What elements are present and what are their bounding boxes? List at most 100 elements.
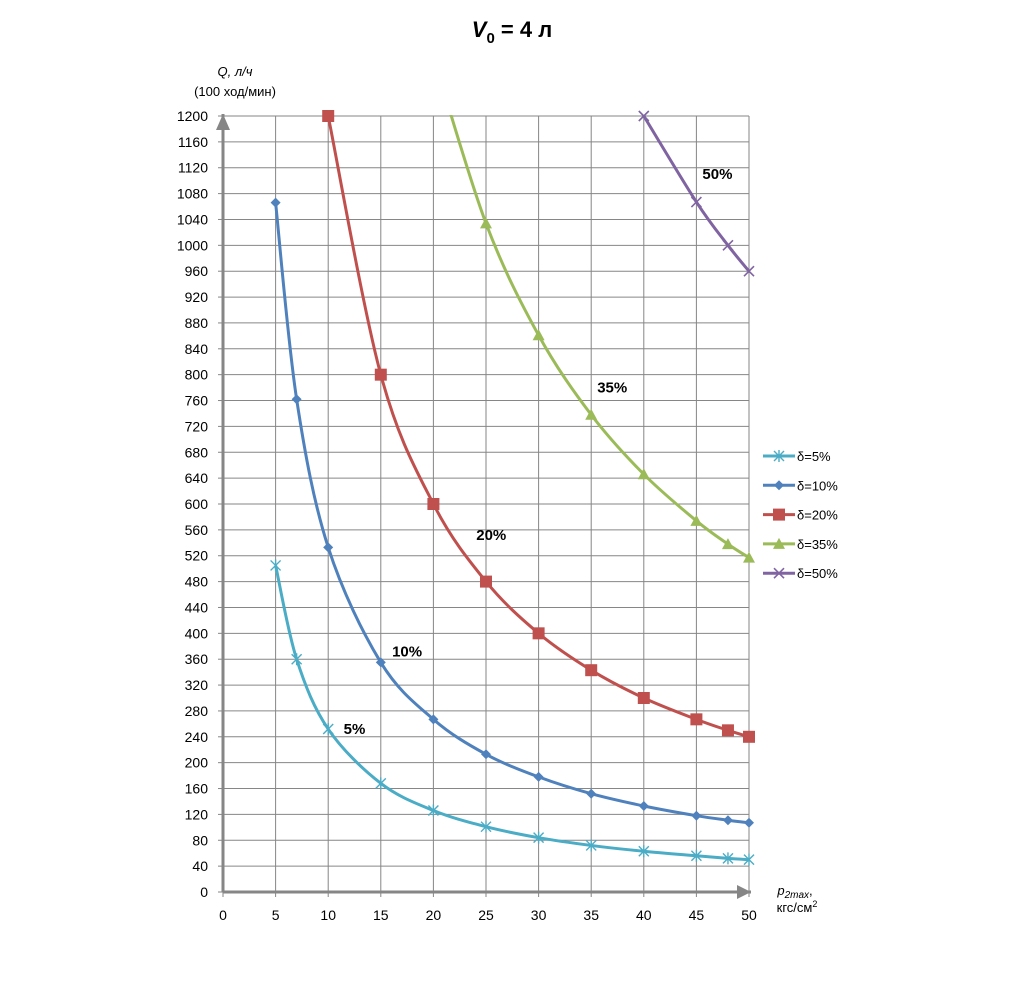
x-axis-unit-superscript: 2 [812, 899, 817, 909]
data-point [323, 542, 334, 553]
data-point [270, 197, 281, 208]
x-axis-unit: кгс/см2 [777, 899, 818, 915]
data-point [532, 627, 545, 640]
title-subscript: 0 [486, 30, 494, 47]
legend-marker [773, 537, 785, 549]
data-point [427, 804, 439, 817]
y-tick-label: 160 [185, 781, 209, 797]
data-point [722, 815, 733, 826]
data-point [322, 723, 334, 736]
y-axis-label-line2: (100 ход/мин) [194, 84, 276, 99]
y-tick-label: 1080 [177, 186, 208, 202]
data-point [690, 713, 703, 726]
legend-item: δ=50% [763, 566, 838, 581]
y-tick-label: 1120 [178, 160, 208, 176]
y-tick-label: 120 [185, 806, 209, 822]
x-tick-label: 10 [320, 907, 336, 923]
x-tick-label: 0 [219, 907, 227, 923]
x-axis-unit-text: кгс/см [777, 900, 813, 915]
data-point [743, 265, 755, 277]
data-point [638, 800, 649, 811]
data-point [291, 653, 303, 666]
x-axis-label-suffix: , [809, 883, 813, 898]
legend: δ=5% δ=10% δ=20% δ=35% δ=50% [763, 449, 838, 581]
y-tick-label: 80 [192, 832, 208, 848]
y-tick-label: 520 [185, 548, 209, 564]
series-annotation: 20% [476, 527, 506, 544]
data-point [721, 724, 734, 737]
x-tick-label: 25 [478, 907, 494, 923]
y-tick-label: 240 [185, 729, 209, 745]
legend-marker [773, 567, 785, 579]
y-tick-label: 400 [185, 625, 209, 641]
y-tick-label: 0 [200, 884, 208, 900]
y-axis-label-text: Q, л/ч [217, 64, 252, 79]
data-point [533, 771, 544, 782]
x-tick-label: 50 [741, 907, 757, 923]
y-tick-label: 720 [185, 418, 209, 434]
x-tick-label: 40 [636, 907, 652, 923]
y-tick-label: 680 [185, 444, 209, 460]
data-point [585, 408, 598, 420]
y-tick-label: 280 [185, 703, 209, 719]
x-axis-label-subscript: 2max [784, 890, 810, 901]
data-point [375, 657, 386, 668]
y-tick-label: 200 [185, 755, 209, 771]
y-tick-label: 1160 [178, 134, 208, 150]
data-point [690, 849, 702, 862]
y-tick-label: 800 [185, 367, 209, 383]
y-tick-label: 440 [185, 599, 209, 615]
x-tick-label: 35 [583, 907, 599, 923]
y-tick-label: 1000 [177, 237, 208, 253]
series-annotation: 50% [702, 166, 732, 183]
data-point [744, 817, 754, 828]
x-tick-label: 20 [426, 907, 442, 923]
x-tick-label: 30 [531, 907, 547, 923]
data-point [743, 551, 755, 563]
data-point [532, 329, 545, 341]
data-point [637, 692, 650, 704]
legend-label: δ=10% [797, 478, 838, 493]
y-tick-label: 640 [185, 470, 209, 486]
series-annotation: 35% [597, 380, 627, 397]
y-tick-label: 40 [192, 858, 208, 874]
legend-item: δ=20% [763, 508, 838, 523]
legend-marker [773, 450, 785, 462]
x-axis-arrow [737, 885, 751, 899]
y-tick-label: 1040 [177, 211, 208, 227]
data-point [691, 810, 702, 821]
data-point [637, 468, 650, 480]
x-tick-label: 5 [272, 907, 280, 923]
series-layer [270, 110, 755, 866]
data-point [690, 514, 703, 526]
y-tick-label: 960 [185, 263, 209, 279]
legend-label: δ=50% [797, 566, 838, 581]
x-axis-label: p2max, [776, 883, 812, 901]
data-point [743, 730, 755, 743]
y-tick-label: 360 [185, 651, 209, 667]
data-point [480, 820, 492, 833]
data-point [722, 852, 734, 865]
data-point [585, 839, 597, 852]
data-point [270, 559, 282, 572]
data-point [533, 831, 545, 844]
data-point [743, 853, 755, 866]
legend-marker [774, 480, 784, 491]
data-point [481, 749, 491, 760]
title-symbol: V [472, 17, 489, 42]
data-point [585, 664, 598, 677]
data-point [722, 239, 734, 251]
chart-title: V0 = 4 л [472, 17, 552, 47]
x-tick-label: 45 [689, 907, 705, 923]
data-point [638, 845, 650, 858]
series-5 [638, 110, 755, 277]
title-suffix: = 4 л [495, 17, 552, 42]
annotations: 5% 10% 20% 35% 50% [344, 166, 733, 738]
y-tick-label: 840 [185, 341, 209, 357]
series-line [642, 115, 751, 273]
data-point [291, 394, 302, 405]
y-tick-label: 320 [185, 677, 209, 693]
series-1 [270, 559, 755, 866]
y-tick-label: 560 [185, 522, 209, 538]
legend-item: δ=10% [763, 478, 838, 493]
